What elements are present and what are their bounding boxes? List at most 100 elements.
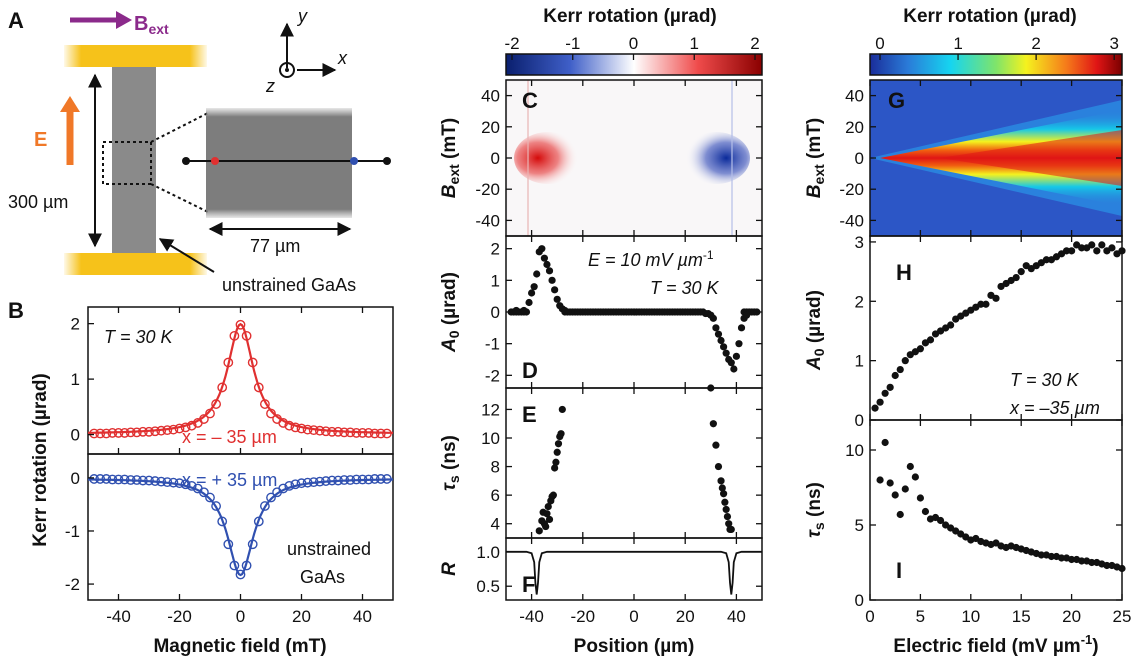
y-tick-label: 1 <box>855 352 864 371</box>
x-tick-label: 15 <box>1012 607 1031 626</box>
data-point <box>727 359 735 367</box>
data-point <box>1098 241 1106 249</box>
data-point <box>551 464 559 472</box>
data-point <box>223 357 234 368</box>
red-spot <box>211 157 219 165</box>
x-tick-label: 20 <box>676 607 695 626</box>
y-tick-label: 12 <box>481 400 500 419</box>
data-point <box>327 426 337 437</box>
z-axis-symbol <box>279 62 295 78</box>
data-point <box>936 516 945 525</box>
colorbar-tick-label: 1 <box>953 34 962 53</box>
data-point <box>162 425 173 436</box>
y-tick-label: 10 <box>845 441 864 460</box>
data-point <box>1017 268 1025 276</box>
y-tick-label: 0 <box>855 411 864 430</box>
data-point <box>1118 564 1126 573</box>
colorbar-g-bar <box>869 53 1123 76</box>
data-point <box>732 352 741 360</box>
colorbar-g-title: Kerr rotation (µrad) <box>903 6 1077 27</box>
data-point <box>533 270 541 278</box>
panel-h-annot-x: x = –35 µm <box>1009 398 1100 418</box>
data-point <box>543 510 551 518</box>
data-point <box>217 382 228 393</box>
data-point <box>345 475 356 485</box>
data-point <box>205 492 215 503</box>
x-tick-label: -40 <box>519 607 544 626</box>
panel-label-c: C <box>522 88 538 113</box>
data-point <box>709 420 717 428</box>
data-point <box>302 477 313 488</box>
data-point <box>1093 247 1101 255</box>
panel-b-annot-red: x = – 35 µm <box>182 427 277 447</box>
x-tick-label: 0 <box>236 607 245 626</box>
x-tick-label: -20 <box>571 607 596 626</box>
y-tick-label: 8 <box>491 458 500 477</box>
data-point <box>119 428 130 438</box>
data-point <box>278 418 289 428</box>
colorbar-tick-label: 2 <box>1031 34 1040 53</box>
data-point <box>198 487 209 498</box>
data-point <box>241 330 252 341</box>
data-point <box>901 357 909 365</box>
data-point <box>290 422 301 433</box>
panel-h: H A0 (µrad) T = 30 K x = –35 µm 3 2 1 0 <box>804 233 1126 430</box>
y-tick-label: -1 <box>65 522 80 541</box>
panel-b-bottom-plot <box>88 474 393 580</box>
data-point <box>296 423 307 434</box>
panel-c-red-feature <box>514 132 582 184</box>
data-point <box>241 560 252 571</box>
panel-e: E τs (ns) 12 10 8 6 4 <box>439 384 763 539</box>
panel-g: G Bext (mT) 40 20 0 -20 -40 <box>804 79 1123 237</box>
panel-label-h: H <box>896 260 912 285</box>
data-point <box>235 569 246 580</box>
data-point <box>1078 244 1086 252</box>
data-point <box>95 428 106 439</box>
reflectivity-line <box>506 550 762 595</box>
data-point <box>528 289 536 297</box>
data-point <box>1088 241 1096 249</box>
data-point <box>561 306 569 315</box>
panel-label-i: I <box>896 558 902 583</box>
data-point <box>723 512 732 521</box>
data-point <box>554 440 563 448</box>
panel-c-blue-feature <box>682 132 750 184</box>
data-point <box>540 254 549 262</box>
panel-b-ylabel: Kerr rotation (µrad) <box>30 373 51 547</box>
x-tick-label: 0 <box>865 607 874 626</box>
panel-d-ylabel: A0 (µrad) <box>439 272 462 353</box>
data-point <box>253 516 264 527</box>
x-tick-label: 20 <box>292 607 311 626</box>
y-tick-label: 40 <box>481 87 500 106</box>
zoom-box <box>102 141 152 185</box>
data-point <box>557 430 565 438</box>
data-point <box>284 420 295 431</box>
data-point <box>730 365 738 373</box>
data-point <box>363 428 374 438</box>
data-point <box>535 527 543 535</box>
panel-label-a: A <box>8 8 24 33</box>
y-tick-label: 3 <box>855 233 864 252</box>
panel-c-ylabel: Bext (mT) <box>439 118 462 198</box>
y-tick-label: 1 <box>491 271 500 290</box>
y-tick-label: 20 <box>481 118 500 137</box>
blue-spot <box>350 157 358 165</box>
y-tick-label: 6 <box>491 486 500 505</box>
data-point <box>947 321 955 329</box>
panel-b-xlabel: Magnetic field (mT) <box>153 636 326 657</box>
fit-curve <box>88 478 393 577</box>
data-point <box>916 345 925 353</box>
colorbar-tick-label: 2 <box>750 34 759 53</box>
data-point <box>886 479 894 487</box>
panel-f-plot <box>506 550 762 595</box>
data-point <box>549 491 557 499</box>
data-point <box>180 422 191 433</box>
colorbar-tick-label: -1 <box>565 34 580 53</box>
data-point <box>977 300 985 308</box>
data-point <box>896 365 904 374</box>
data-point <box>717 477 725 485</box>
y-tick-label: 0 <box>491 149 500 168</box>
data-point <box>357 474 368 485</box>
y-tick-label: 0 <box>491 303 500 322</box>
data-point <box>253 382 264 393</box>
